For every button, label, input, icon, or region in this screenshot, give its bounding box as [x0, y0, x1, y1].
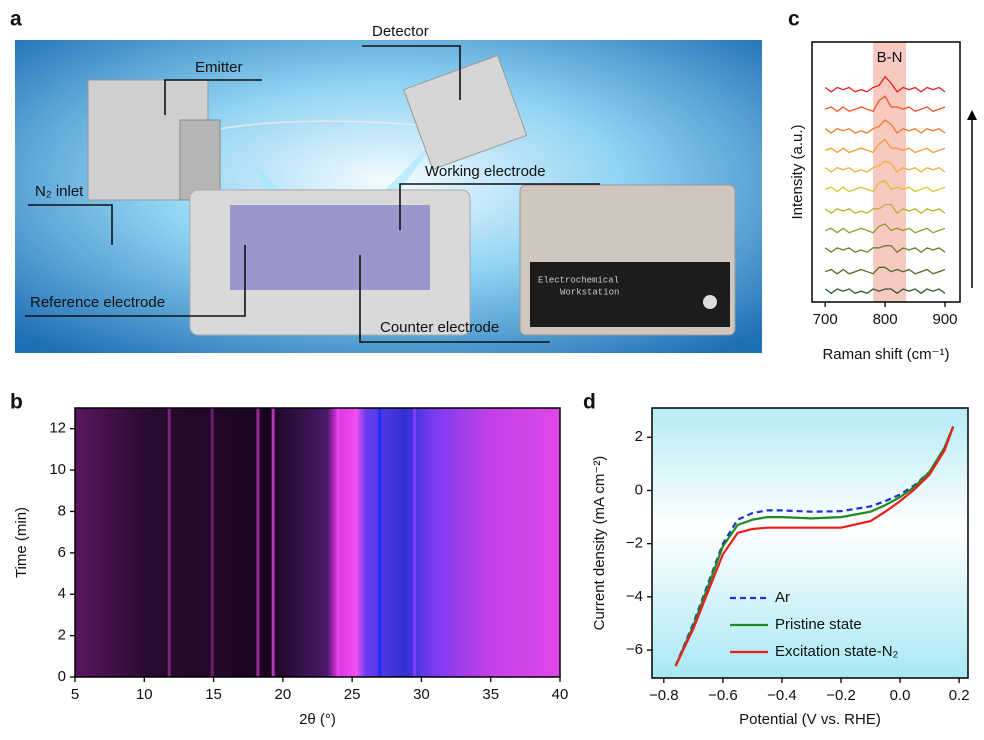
- label: Detector: [372, 23, 429, 40]
- peak: [336, 408, 340, 677]
- x-tick-label: 40: [552, 686, 569, 703]
- workstation-panel: [530, 262, 730, 327]
- leader: [359, 255, 550, 343]
- series-line: [824, 245, 946, 254]
- peak: [271, 408, 275, 677]
- x-tick-label: 900: [933, 311, 958, 328]
- x-tick-label: 15: [205, 686, 222, 703]
- panel-label: c: [788, 8, 800, 31]
- y-tick-label: 10: [49, 461, 66, 478]
- leader: [25, 245, 246, 317]
- x-tick-label: 5: [71, 686, 79, 703]
- x-tick-label: 800: [873, 311, 898, 328]
- panel-label: a: [10, 8, 22, 31]
- label: Reference electrode: [30, 294, 165, 311]
- label: N₂ inlet: [35, 183, 84, 200]
- series-line: [824, 179, 946, 193]
- x-tick-label: 0.2: [949, 687, 970, 704]
- detector-box: [403, 54, 528, 171]
- x-tick-label: −0.6: [708, 687, 738, 704]
- series-line: [824, 203, 946, 215]
- series-line: [824, 288, 946, 295]
- leader: [399, 183, 600, 230]
- series-line: [674, 426, 955, 667]
- legend-label: Excitation state-N₂: [775, 643, 899, 660]
- annotation: B-N: [877, 49, 903, 66]
- y-tick-label: 0: [58, 668, 66, 685]
- legend-label: Pristine state: [775, 616, 862, 633]
- y-tick-label: −6: [626, 641, 643, 658]
- y-tick-label: −4: [626, 588, 643, 605]
- frame: [811, 41, 961, 303]
- peak: [256, 408, 260, 677]
- leader: [28, 204, 113, 245]
- y-tick-label: 6: [58, 544, 66, 561]
- y-tick-label: 2: [58, 627, 66, 644]
- label: Emitter: [195, 59, 243, 76]
- y-tick-label: 4: [58, 585, 66, 602]
- x-tick-label: 30: [413, 686, 430, 703]
- frame: [74, 407, 561, 678]
- x-tick-label: 20: [275, 686, 292, 703]
- illustration: Electrochemical Workstation Emitter Dete…: [10, 8, 762, 353]
- x-axis-label: Raman shift (cm⁻¹): [822, 346, 949, 363]
- series-line: [824, 75, 946, 93]
- label: Counter electrode: [380, 319, 499, 336]
- peak: [378, 408, 382, 677]
- device-text: Workstation: [560, 287, 619, 297]
- cell-window: [230, 205, 430, 290]
- y-tick-label: 12: [49, 420, 66, 437]
- emitter-head: [179, 119, 221, 201]
- x-tick-label: −0.2: [826, 687, 856, 704]
- y-tick-label: 2: [635, 428, 643, 445]
- peak: [210, 408, 214, 677]
- y-axis-label: Current density (mA cm⁻²): [591, 456, 608, 631]
- x-tick-label: −0.8: [649, 687, 679, 704]
- arrow-head: [967, 110, 977, 120]
- x-axis-label: 2θ (°): [299, 711, 336, 728]
- label: Working electrode: [425, 163, 546, 180]
- y-tick-label: 8: [58, 502, 66, 519]
- panel-label: d: [583, 391, 596, 414]
- frame: [651, 407, 969, 679]
- x-tick-label: −0.4: [767, 687, 797, 704]
- x-tick-label: 25: [344, 686, 361, 703]
- peak: [413, 408, 416, 677]
- leader: [164, 79, 262, 115]
- series-line: [824, 223, 946, 234]
- panel-label: b: [10, 391, 23, 414]
- y-tick-label: −2: [626, 535, 643, 552]
- series-line: [824, 160, 946, 173]
- x-tick-label: 10: [136, 686, 153, 703]
- y-tick-label: 0: [635, 481, 643, 498]
- plot-area: [75, 408, 560, 677]
- x-axis-label: Potential (V vs. RHE): [739, 711, 881, 728]
- series-line: [824, 138, 946, 154]
- y-axis-label: Intensity (a.u.): [789, 124, 806, 219]
- y-axis-label: Time (min): [13, 507, 30, 578]
- legend-label: Ar: [775, 589, 790, 606]
- series-line: [674, 426, 955, 667]
- power-button: [703, 295, 717, 309]
- device-text: Electrochemical: [538, 275, 619, 285]
- plot-area: [652, 408, 968, 678]
- x-tick-label: 700: [813, 311, 838, 328]
- series-line: [824, 95, 946, 113]
- peak: [167, 408, 171, 677]
- series-line: [824, 266, 946, 275]
- x-tick-label: 0.0: [890, 687, 911, 704]
- x-tick-label: 35: [482, 686, 499, 703]
- leader: [362, 45, 461, 100]
- series-line: [824, 119, 946, 134]
